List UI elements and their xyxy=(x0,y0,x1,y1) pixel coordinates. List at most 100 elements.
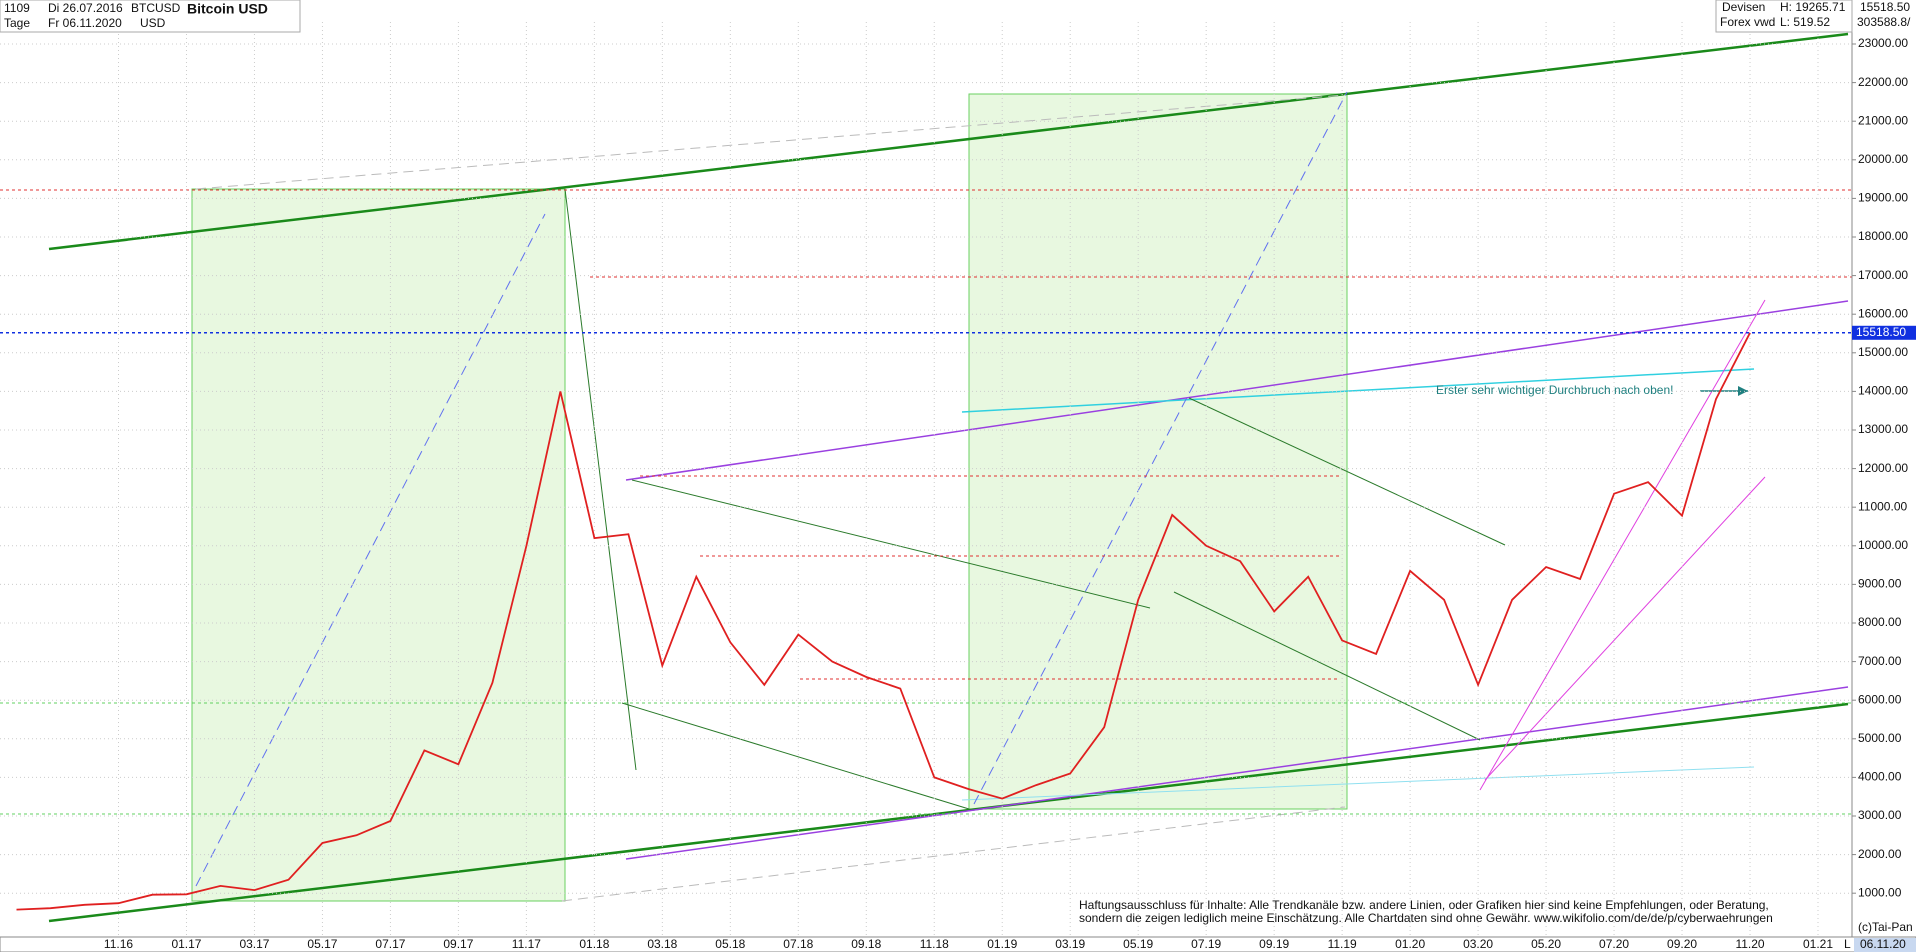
y-tick-label: 6000.00 xyxy=(1858,692,1902,706)
trend-line xyxy=(621,702,970,810)
x-tick-label: 05.18 xyxy=(715,937,745,951)
y-tick-label: 10000.00 xyxy=(1858,538,1908,552)
y-tick-label: 15000.00 xyxy=(1858,345,1908,359)
y-tick-label: 7000.00 xyxy=(1858,654,1902,668)
header-currency: USD xyxy=(140,16,166,30)
trend-line xyxy=(561,806,1346,902)
x-tick-label: 01.21 xyxy=(1803,937,1833,951)
header-high: H: 19265.71 xyxy=(1780,0,1846,14)
copyright: (c)Tai-Pan xyxy=(1858,920,1913,934)
y-tick-label: 20000.00 xyxy=(1858,152,1908,166)
y-tick-label: 5000.00 xyxy=(1858,731,1902,745)
trend-line xyxy=(1479,299,1766,791)
trend-line xyxy=(961,368,1755,413)
header-title: Bitcoin USD xyxy=(187,1,268,17)
x-tick-label: 07.20 xyxy=(1599,937,1629,951)
y-tick-label: 4000.00 xyxy=(1858,770,1902,784)
price-line xyxy=(16,332,1751,911)
last-price-badge xyxy=(1852,325,1916,340)
header-period[interactable]: Tage xyxy=(4,16,30,30)
y-tick-label: 12000.00 xyxy=(1858,461,1908,475)
x-tick-label: 07.18 xyxy=(783,937,813,951)
y-tick-label: 13000.00 xyxy=(1858,422,1908,436)
x-tick-label: 11.19 xyxy=(1328,937,1357,951)
x-tick-label: 09.17 xyxy=(443,937,473,951)
x-end-label: L xyxy=(1844,937,1851,951)
trend-line xyxy=(48,702,1849,923)
trend-line xyxy=(631,479,1151,609)
y-tick-label: 14000.00 xyxy=(1858,384,1908,398)
x-tick-label: 11.20 xyxy=(1735,937,1764,951)
y-tick-label: 8000.00 xyxy=(1858,615,1902,629)
trend-line xyxy=(973,91,1348,805)
y-tick-label: 11000.00 xyxy=(1858,499,1907,513)
y-tick-label: 23000.00 xyxy=(1858,36,1908,50)
x-tick-label: 01.17 xyxy=(171,937,201,951)
header-box xyxy=(1715,0,1853,33)
header-end: Fr 06.11.2020 xyxy=(48,16,122,30)
date-badge xyxy=(1854,938,1916,952)
x-tick-label: 09.18 xyxy=(851,937,881,951)
y-tick-label: 17000.00 xyxy=(1858,268,1908,282)
trend-line xyxy=(195,94,1346,190)
y-tick-label: 22000.00 xyxy=(1858,75,1908,89)
x-tick-label: 11.18 xyxy=(920,937,949,951)
header-market: Devisen xyxy=(1722,0,1765,14)
x-tick-label: 01.19 xyxy=(987,937,1017,951)
y-tick-label: 19000.00 xyxy=(1858,191,1908,205)
x-tick-label: 03.17 xyxy=(239,937,269,951)
x-tick-label: 03.18 xyxy=(647,937,677,951)
header-volume: 303588.8/ xyxy=(1857,15,1911,29)
trend-line xyxy=(625,686,1849,860)
trend-line xyxy=(961,766,1755,801)
y-tick-label: 18000.00 xyxy=(1858,229,1908,243)
y-tick-label: 9000.00 xyxy=(1858,577,1902,591)
y-tick-label: 2000.00 xyxy=(1858,847,1902,861)
x-tick-label: 01.18 xyxy=(579,937,609,951)
x-tick-label: 11.16 xyxy=(104,937,133,951)
last-price-label: 15518.50 xyxy=(1856,325,1906,339)
header-low: L: 519.52 xyxy=(1780,15,1830,29)
x-tick-label: 07.17 xyxy=(375,937,405,951)
annotation: Erster sehr wichtiger Durchbruch nach ob… xyxy=(1436,383,1673,397)
header-last: 15518.50 xyxy=(1860,0,1910,14)
y-tick-label: 16000.00 xyxy=(1858,306,1908,320)
zone-box xyxy=(968,93,1348,810)
x-tick-label: 01.20 xyxy=(1395,937,1425,951)
x-tick-label: 09.19 xyxy=(1259,937,1289,951)
y-tick-label: 1000.00 xyxy=(1858,885,1902,899)
x-tick-label: 09.20 xyxy=(1667,937,1697,951)
x-tick-label: 03.19 xyxy=(1055,937,1085,951)
header-source: Forex vwd xyxy=(1720,15,1775,29)
x-tick-label: 05.19 xyxy=(1123,937,1153,951)
disclaimer: sondern die zeigen lediglich meine Einsc… xyxy=(1079,911,1773,925)
header-id[interactable]: 1109 xyxy=(4,1,30,15)
drawings xyxy=(0,32,1852,923)
trend-line xyxy=(625,300,1849,481)
plot xyxy=(0,22,1852,937)
x-tick-label: 07.19 xyxy=(1191,937,1221,951)
trend-line xyxy=(1188,397,1506,546)
x-tick-label: 05.17 xyxy=(307,937,337,951)
date-label: 06.11.20 xyxy=(1860,937,1906,951)
y-tick-label: 21000.00 xyxy=(1858,113,1908,127)
header-start: Di 26.07.2016 xyxy=(48,1,123,15)
disclaimer: Haftungsausschluss für Inhalte: Alle Tre… xyxy=(1079,898,1769,912)
header-symbol: BTCUSD xyxy=(131,1,181,15)
x-axis-bg xyxy=(0,936,1916,952)
trend-line xyxy=(1173,591,1481,741)
y-axis-bg xyxy=(1852,0,1916,952)
trend-line xyxy=(195,213,546,887)
x-tick-label: 03.20 xyxy=(1463,937,1493,951)
trend-line xyxy=(1484,476,1766,781)
x-tick-label: 05.20 xyxy=(1531,937,1561,951)
y-tick-label: 3000.00 xyxy=(1858,808,1902,822)
annotation-arrow xyxy=(1738,386,1748,396)
header-box xyxy=(0,0,301,33)
header: 1109 Di 26.07.2016 BTCUSD Bitcoin USD Ta… xyxy=(0,0,1911,33)
x-tick-label: 11.17 xyxy=(512,937,541,951)
trend-line xyxy=(48,32,1849,251)
trend-line xyxy=(564,188,637,771)
zone-box xyxy=(191,188,566,902)
